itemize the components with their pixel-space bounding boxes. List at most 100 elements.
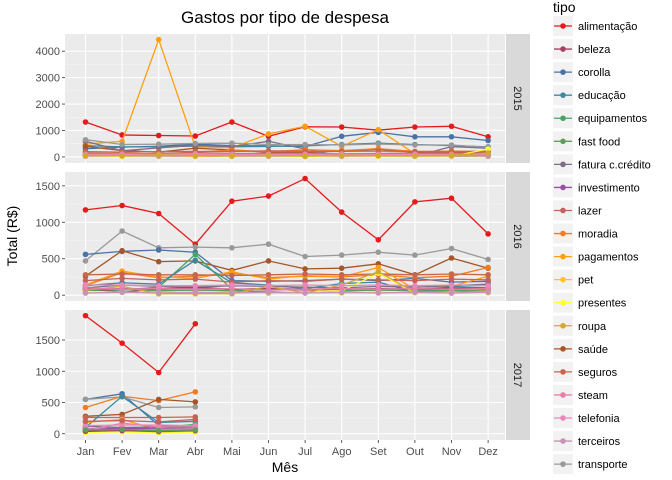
legend-key-point [560,346,566,352]
series-line [85,398,196,417]
legend-key-point [560,115,566,122]
legend-label: fast food [578,136,620,148]
legend-key-point [560,23,566,29]
data-point [192,320,199,327]
data-point [192,257,199,263]
series-line [85,273,489,277]
series-line [85,230,489,262]
x-tick-label: Out [406,446,424,458]
series-line [85,139,489,149]
legend-key-point [560,230,566,237]
legend-item-terceiros: terceiros [553,431,621,452]
data-point [485,282,491,289]
series-alimentação [82,312,199,376]
data-point [412,282,418,289]
data-point [412,134,418,140]
legend-label: investimento [578,182,640,194]
x-tick-label: Dez [478,446,498,458]
series-line [85,287,489,291]
data-point [155,396,162,403]
y-tick-label: 1000 [36,217,60,229]
legend-label: telefonia [578,413,620,425]
data-point [155,369,162,376]
data-point [302,153,308,159]
data-point [229,198,235,204]
data-point [375,249,382,255]
data-point [229,244,235,251]
series-line [85,152,489,157]
data-point [265,289,272,296]
data-point [265,141,272,148]
panel-2015: 0 1000 2000 3000 4000 2015 [36,34,530,164]
series-alimentação [82,175,491,247]
series-seguros [82,271,491,279]
y-tick-label: 3000 [36,73,60,85]
series-seguros [82,414,199,421]
data-point [302,282,308,288]
data-point [155,277,162,283]
data-point [82,277,89,284]
data-point [412,199,418,205]
panel-background [65,172,505,301]
series-line [85,249,489,277]
data-point [412,153,418,159]
panel-2017: 0 500 1000 1500 2017 [36,310,530,441]
series-lazer [82,416,199,425]
data-point [155,404,162,411]
facet-strip [506,34,530,163]
facet-strip-label: 2017 [511,363,523,387]
data-point [338,133,345,140]
data-point [229,153,235,159]
data-point [485,150,491,156]
data-point [302,271,308,277]
data-point [155,132,162,139]
data-point [302,141,308,148]
data-point [448,195,455,202]
data-point [338,271,345,278]
data-point [302,253,308,260]
data-point [119,340,125,346]
legend-label: roupa [578,321,607,333]
data-point [192,251,199,258]
data-point [82,404,89,411]
data-point [119,247,125,254]
data-point [229,282,235,288]
data-point [119,228,125,234]
data-point [119,417,125,424]
series-terceiros [82,289,491,296]
data-point [82,418,89,425]
data-point [155,282,162,289]
series-line [85,396,196,409]
data-point [82,152,89,159]
x-tick-label: Mai [223,446,241,458]
series-line [85,284,489,287]
data-point [82,282,89,288]
y-tick-label: 500 [42,398,60,410]
series-line [85,431,196,434]
x-tick-label: Set [370,446,387,458]
facet-strip-label: 2015 [511,86,523,110]
legend-item-equipamentos: equipamentos [553,108,648,129]
legend-key-point [560,415,566,421]
series-line [85,150,489,153]
legend-key-point [560,322,566,329]
data-point [192,427,199,433]
data-point [155,427,162,434]
legend-label: corolla [578,67,611,79]
data-point [229,272,235,279]
legend-label: equipamentos [578,113,648,125]
data-point [375,236,382,243]
data-point [119,393,125,400]
legend-item-educação: educação [553,85,626,106]
data-point [119,282,125,288]
legend-label: alimentação [578,21,637,33]
series-line [85,152,489,155]
legend-key-point [560,161,566,168]
y-tick-label: 0 [54,152,60,164]
data-point [375,290,382,296]
series-line [85,416,196,419]
data-point [155,290,162,296]
data-point [265,193,272,199]
legend-key-point [560,438,566,444]
